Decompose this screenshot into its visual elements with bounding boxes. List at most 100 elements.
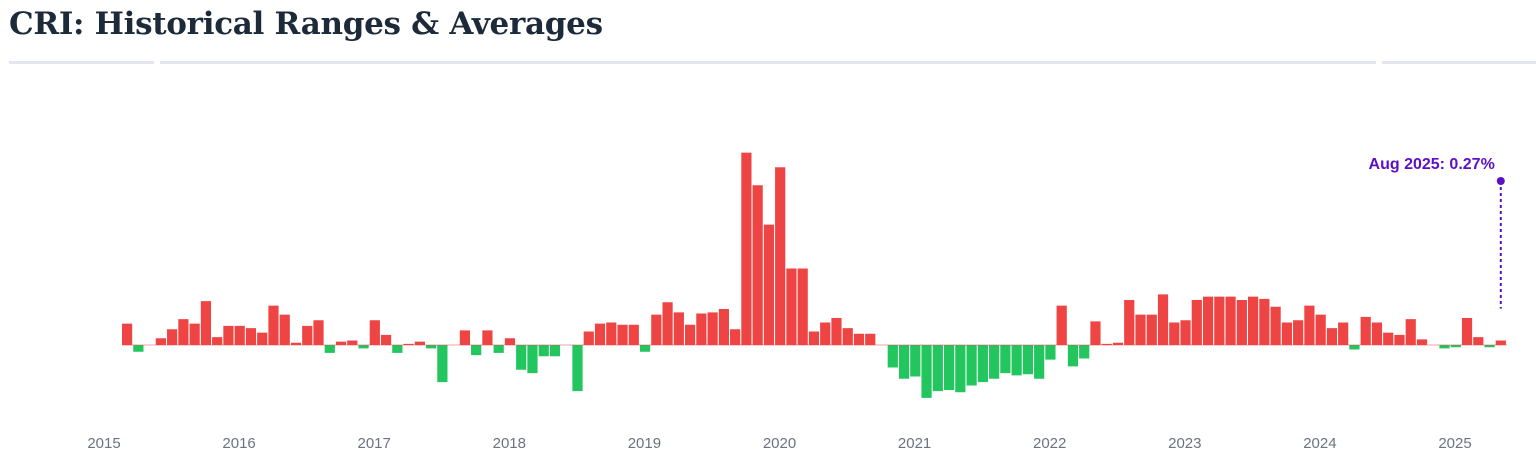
bar	[122, 323, 133, 346]
bar	[1383, 332, 1394, 346]
bar	[538, 345, 549, 357]
bar	[414, 341, 425, 346]
bar	[1281, 322, 1292, 345]
x-tick-label: 2018	[493, 435, 526, 452]
bar	[887, 345, 898, 368]
bar	[977, 345, 988, 383]
bar	[257, 332, 268, 346]
bar	[1000, 345, 1011, 374]
bar	[133, 345, 144, 352]
bar	[662, 302, 673, 345]
bar	[437, 345, 448, 383]
bar	[1248, 296, 1259, 346]
bar	[516, 345, 527, 370]
x-tick-label: 2023	[1168, 435, 1201, 452]
bar	[1450, 345, 1461, 348]
bar	[1315, 314, 1326, 346]
bar	[1495, 340, 1506, 345]
bar	[673, 312, 684, 346]
bar	[966, 345, 977, 386]
title-divider	[160, 61, 1376, 64]
bar	[527, 345, 538, 374]
bar	[1112, 342, 1124, 345]
bar	[1090, 321, 1101, 346]
bar	[898, 345, 910, 379]
bar	[380, 334, 392, 346]
bar	[1225, 296, 1236, 346]
bar	[786, 268, 797, 345]
bar	[943, 345, 955, 390]
bar	[1169, 322, 1180, 345]
bar	[752, 185, 763, 345]
bar	[234, 325, 245, 346]
page-title: CRI: Historical Ranges & Averages	[9, 6, 603, 42]
bar	[1259, 298, 1270, 346]
bar	[1022, 345, 1033, 375]
bar	[392, 345, 403, 353]
bar	[335, 341, 347, 346]
x-tick-label: 2016	[222, 435, 255, 452]
bar	[1360, 316, 1371, 346]
bar	[572, 345, 583, 392]
bar	[200, 301, 212, 346]
bar	[685, 324, 696, 345]
title-divider	[9, 61, 154, 64]
bar	[1293, 320, 1304, 345]
bar	[549, 345, 561, 357]
callout-marker	[1496, 177, 1505, 185]
bar	[1349, 345, 1360, 350]
bar	[1461, 318, 1473, 345]
bar	[493, 345, 504, 353]
bar	[808, 331, 820, 345]
bar	[189, 323, 200, 346]
bar	[955, 345, 966, 393]
bar	[831, 318, 842, 345]
bar	[1124, 300, 1135, 345]
bar	[178, 319, 189, 346]
bar	[1405, 319, 1416, 346]
bar	[730, 329, 741, 345]
x-tick-label: 2021	[898, 435, 931, 452]
bar	[741, 152, 752, 346]
bar	[1146, 314, 1157, 346]
bar	[1416, 339, 1428, 346]
bar	[471, 345, 482, 356]
bar	[155, 338, 166, 345]
bar	[1439, 345, 1450, 349]
bar	[482, 330, 493, 346]
bar	[245, 328, 257, 346]
bar	[324, 345, 335, 353]
bar	[279, 314, 290, 346]
bar	[358, 345, 369, 349]
bar	[1214, 296, 1225, 346]
bar	[820, 322, 831, 345]
x-tick-label: 2025	[1438, 435, 1471, 452]
bar	[1304, 305, 1315, 346]
bar	[1056, 305, 1067, 346]
bars-group	[122, 152, 1506, 398]
bar	[1338, 322, 1349, 345]
bar	[290, 342, 302, 345]
bar	[426, 345, 437, 349]
title-divider	[1382, 61, 1536, 64]
bar	[212, 337, 223, 346]
bar	[707, 312, 718, 346]
bar	[403, 343, 414, 346]
bar	[1067, 345, 1079, 367]
bar	[865, 333, 876, 345]
bar	[606, 322, 617, 345]
bar	[1034, 345, 1045, 379]
bar	[504, 338, 516, 345]
bar	[932, 345, 943, 392]
bar	[302, 325, 313, 346]
x-tick-label: 2015	[87, 435, 120, 452]
bar	[718, 309, 729, 345]
bar	[1011, 345, 1022, 376]
x-tick-label: 2017	[358, 435, 391, 452]
bar	[797, 268, 808, 345]
bar	[763, 224, 775, 346]
bar	[853, 333, 865, 345]
bar	[842, 328, 853, 346]
x-tick-label: 2024	[1303, 435, 1336, 452]
x-tick-label: 2020	[763, 435, 796, 452]
